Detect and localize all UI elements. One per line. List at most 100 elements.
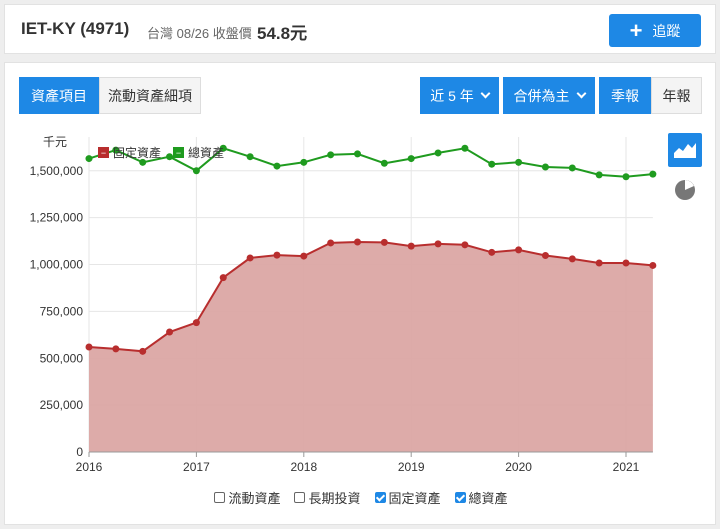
market-close-label: 台灣 08/26 收盤價 (147, 26, 252, 41)
data-point[interactable] (166, 153, 174, 161)
data-point[interactable] (461, 241, 469, 249)
data-point[interactable] (300, 158, 308, 166)
x-tick-label: 2020 (505, 460, 532, 474)
area-chart-button[interactable] (668, 133, 702, 167)
checkbox-current-assets[interactable] (214, 492, 226, 503)
basis-dropdown[interactable]: 合併為主 (503, 77, 595, 114)
toggle-long-term-investment[interactable]: 長期投資 (294, 488, 361, 507)
svg-text:−: − (176, 148, 181, 158)
y-tick-label: 0 (76, 445, 83, 459)
data-point[interactable] (434, 240, 442, 248)
data-point[interactable] (541, 163, 549, 171)
data-point[interactable] (112, 345, 120, 353)
series-area-0 (89, 242, 653, 452)
period-dropdown[interactable]: 近 5 年 (420, 77, 499, 114)
data-point[interactable] (246, 254, 254, 262)
data-point[interactable] (595, 171, 603, 179)
y-tick-label: 1,000,000 (30, 258, 84, 272)
tab-current-asset-details-label: 流動資產細項 (108, 87, 192, 104)
follow-button[interactable]: + 追蹤 (609, 14, 701, 47)
data-point[interactable] (488, 248, 496, 256)
data-point[interactable] (622, 173, 630, 181)
assets-chart: 0 250,000 500,000 750,000 1,000,000 1,250,000… (30, 135, 657, 474)
series-line-0 (88, 240, 653, 353)
legend-label-fixed-assets: 固定資產 (113, 145, 161, 160)
data-point[interactable] (515, 158, 523, 166)
legend-swatch-fixed-assets (98, 147, 109, 158)
x-tick-label: 2019 (398, 460, 425, 474)
data-point[interactable] (354, 238, 361, 246)
y-tick-label: 1,500,000 (30, 164, 84, 178)
data-point[interactable] (219, 274, 227, 282)
tab-current-asset-details[interactable]: 流動資產細項 (99, 77, 201, 114)
data-point[interactable] (407, 155, 415, 163)
toggle-total-assets-label: 總資產 (468, 491, 508, 506)
data-point[interactable] (300, 252, 308, 260)
data-point[interactable] (139, 347, 147, 355)
data-point[interactable] (568, 164, 576, 172)
quarterly-label: 季報 (611, 87, 639, 104)
series-line-1 (88, 147, 653, 178)
data-point[interactable] (568, 255, 576, 263)
stock-title: IET-KY (4971) (21, 19, 130, 38)
plus-icon: + (629, 17, 643, 43)
x-tick-label: 2021 (613, 460, 640, 474)
area-chart-icon (674, 143, 696, 158)
data-point[interactable] (273, 251, 281, 259)
x-tick-label: 2016 (76, 460, 103, 474)
data-point[interactable] (354, 150, 361, 158)
data-point[interactable] (380, 159, 388, 167)
data-point[interactable] (327, 239, 335, 247)
checkbox-total-assets[interactable] (454, 492, 466, 503)
data-point[interactable] (649, 170, 657, 178)
data-point[interactable] (407, 242, 415, 250)
data-point[interactable] (85, 343, 93, 351)
data-point[interactable] (622, 259, 630, 267)
annual-label: 年報 (662, 87, 691, 104)
data-point[interactable] (327, 151, 335, 159)
data-point[interactable] (434, 149, 442, 157)
data-point[interactable] (488, 160, 496, 168)
tab-asset-items[interactable]: 資產項目 (19, 77, 99, 114)
data-point[interactable] (139, 158, 147, 166)
toggle-current-assets-label: 流動資產 (228, 491, 281, 506)
y-tick-label: 250,000 (40, 398, 84, 412)
quarterly-button[interactable]: 季報 (599, 77, 651, 114)
toggle-total-assets[interactable]: 總資產 (454, 488, 508, 507)
follow-label: 追蹤 (652, 22, 681, 39)
chart-legend: − 固定資產 − 總資產 (98, 145, 224, 160)
series-toggle-bar: 流動資產 長期投資 固定資產 總資產 (5, 488, 717, 507)
toggle-current-assets[interactable]: 流動資產 (214, 488, 280, 507)
legend-swatch-total-assets (173, 147, 184, 158)
x-tick-label: 2017 (183, 460, 210, 474)
data-point[interactable] (85, 155, 93, 163)
data-point[interactable] (166, 328, 174, 336)
data-point[interactable] (219, 144, 227, 152)
checkbox-long-term-investment[interactable] (294, 492, 306, 503)
toggle-fixed-assets[interactable]: 固定資產 (374, 488, 441, 507)
y-tick-label: 500,000 (40, 351, 84, 365)
basis-label: 合併為主 (513, 87, 570, 104)
data-point[interactable] (273, 162, 281, 170)
y-tick-label: 1,250,000 (30, 211, 84, 225)
y-tick-label: 750,000 (40, 304, 84, 318)
stock-header: IET-KY (4971) 台灣 08/26 收盤價 54.8元 + 追蹤 (4, 4, 716, 54)
data-point[interactable] (649, 261, 657, 269)
data-point[interactable] (192, 319, 200, 327)
checkbox-fixed-assets[interactable] (374, 492, 386, 503)
annual-button[interactable]: 年報 (651, 77, 702, 114)
data-point[interactable] (192, 167, 200, 175)
period-label: 近 5 年 (430, 87, 474, 104)
close-price: 54.8元 (257, 24, 308, 43)
data-point[interactable] (112, 146, 120, 154)
pie-chart-button[interactable] (668, 173, 702, 207)
toggle-fixed-assets-label: 固定資產 (388, 491, 441, 506)
data-point[interactable] (246, 153, 254, 161)
data-point[interactable] (515, 246, 523, 254)
toggle-long-term-investment-label: 長期投資 (308, 491, 361, 506)
tab-asset-items-label: 資產項目 (31, 87, 87, 104)
data-point[interactable] (541, 252, 549, 259)
data-point[interactable] (380, 238, 388, 246)
data-point[interactable] (461, 144, 469, 152)
data-point[interactable] (595, 259, 603, 267)
